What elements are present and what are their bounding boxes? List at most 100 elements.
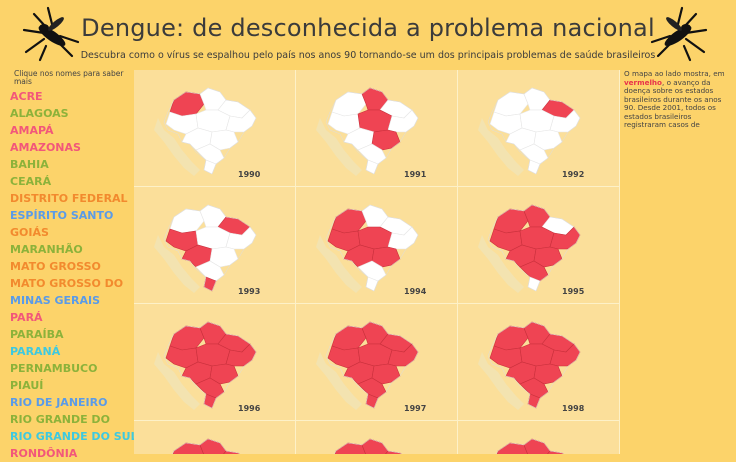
map-cell [296, 421, 457, 454]
info-text-before: O mapa ao lado mostra, em [624, 69, 725, 78]
state-link[interactable]: PARANÁ [10, 345, 61, 358]
brazil-map [316, 204, 419, 293]
brazil-outline [163, 321, 257, 409]
brazil-map [154, 321, 257, 410]
map-year-label: 1995 [562, 287, 585, 296]
state-link[interactable]: CEARÁ [10, 175, 52, 188]
brazil-outline [496, 438, 564, 454]
brazil-map [316, 321, 419, 410]
brazil-map [154, 204, 257, 293]
brazil-map [478, 321, 581, 410]
state-link[interactable]: AMAZONAS [10, 141, 81, 154]
map-cell: 1997 [296, 304, 457, 420]
unaffected-region [493, 91, 529, 117]
state-link[interactable]: MINAS GERAIS [10, 294, 101, 307]
map-shadow [478, 118, 524, 176]
map-year-label: 1990 [238, 170, 261, 179]
affected-region [331, 325, 367, 351]
state-link[interactable]: ALAGOAS [10, 107, 69, 120]
affected-region [493, 325, 529, 351]
affected-region [331, 208, 367, 234]
affected-region [361, 438, 389, 454]
map-cell: 1993 [134, 187, 295, 303]
state-link[interactable]: AMAPÁ [10, 124, 54, 137]
map-shadow [316, 118, 362, 176]
page-title: Dengue: de desconhecida a problema nacio… [81, 14, 655, 42]
state-link[interactable]: RIO GRANDE DO SUL [10, 430, 138, 443]
brazil-outline [487, 321, 581, 409]
brazil-map [154, 87, 257, 176]
state-list: ACRE ALAGOAS AMAPÁ AMAZONAS BAHIA CEARÁ DISTRI… [8, 88, 138, 462]
info-text: O mapa ao lado mostra, em vermelho, o av… [624, 69, 730, 130]
affected-region [169, 91, 205, 117]
state-link[interactable]: PIAUÍ [10, 379, 44, 392]
map-year-label: 1998 [562, 404, 585, 413]
map-shadow [316, 352, 362, 410]
state-link[interactable]: RIO GRANDE DO [10, 413, 110, 426]
unaffected-region [169, 208, 205, 234]
affected-region [493, 208, 529, 234]
brazil-outline [325, 204, 419, 292]
brazil-map [496, 438, 565, 454]
state-link[interactable]: PARAÍBA [10, 328, 64, 341]
map-cell: 1991 [296, 70, 457, 186]
brazil-outline [334, 438, 402, 454]
state-link[interactable]: MARANHÃO [10, 243, 83, 256]
brazil-outline [487, 87, 581, 175]
map-cell: 1998 [458, 304, 619, 420]
map-cell: 1996 [134, 304, 295, 420]
state-link[interactable]: MATO GROSSO DO [10, 277, 124, 290]
brazil-map [172, 438, 241, 454]
map-cell: 1995 [458, 187, 619, 303]
state-link[interactable]: PARÁ [10, 311, 43, 324]
map-cell [458, 421, 619, 454]
sidebar-hint: Clique nos nomes para saber mais [14, 69, 124, 86]
state-link[interactable]: GOIÁS [10, 226, 49, 239]
map-shadow [154, 235, 200, 293]
map-year-label: 1993 [238, 287, 261, 296]
affected-region [199, 438, 227, 454]
map-year-label: 1991 [404, 170, 427, 179]
map-cell: 1990 [134, 70, 295, 186]
header: Dengue: de desconhecida a problema nacio… [0, 0, 736, 70]
state-link[interactable]: PERNAMBUCO [10, 362, 98, 375]
map-year-label: 1997 [404, 404, 427, 413]
state-link[interactable]: BAHIA [10, 158, 49, 171]
map-shadow [154, 118, 200, 176]
state-link[interactable]: RIO DE JANEIRO [10, 396, 108, 409]
brazil-outline [325, 321, 419, 409]
map-cell [134, 421, 295, 454]
affected-region [169, 325, 205, 351]
brazil-outline [172, 438, 240, 454]
unaffected-region [331, 91, 367, 117]
map-shadow [478, 235, 524, 293]
brazil-outline [163, 87, 257, 175]
brazil-outline [163, 204, 257, 292]
state-list-panel: Clique nos nomes para saber mais ACRE ALA… [8, 69, 138, 462]
map-year-label: 1994 [404, 287, 427, 296]
map-year-label: 1996 [238, 404, 261, 413]
brazil-outline [325, 87, 419, 175]
info-highlight: vermelho [624, 77, 662, 87]
page-subtitle: Descubra como o vírus se espalhou pelo p… [80, 50, 656, 61]
affected-region [523, 438, 551, 454]
state-link[interactable]: ESPÍRITO SANTO [10, 209, 114, 222]
state-link[interactable]: ACRE [10, 90, 43, 103]
map-grid: 1990 1991 1992 1993 1994 1995 1996 1997 1998 [134, 70, 620, 454]
map-cell: 1992 [458, 70, 619, 186]
brazil-outline [487, 204, 581, 292]
brazil-map [334, 438, 403, 454]
mosquito-icon [22, 6, 80, 62]
brazil-map [316, 87, 419, 176]
map-shadow [316, 235, 362, 293]
brazil-map [478, 204, 581, 293]
mosquito-icon [650, 6, 708, 62]
state-link[interactable]: MATO GROSSO [10, 260, 101, 273]
map-shadow [478, 352, 524, 410]
state-link[interactable]: DISTRITO FEDERAL [10, 192, 128, 205]
map-cell: 1994 [296, 187, 457, 303]
map-year-label: 1992 [562, 170, 585, 179]
info-text-after: , o avanço da doença sobre os estados br… [624, 77, 722, 129]
brazil-map [478, 87, 581, 176]
map-shadow [154, 352, 200, 410]
